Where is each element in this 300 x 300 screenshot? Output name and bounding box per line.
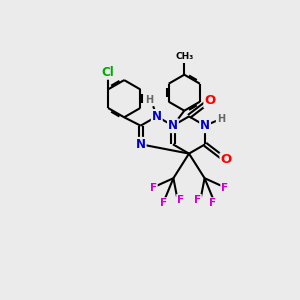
Text: O: O	[204, 94, 216, 107]
Text: F: F	[209, 198, 217, 208]
Text: Cl: Cl	[102, 66, 114, 79]
Text: N: N	[168, 119, 178, 132]
Text: F: F	[194, 195, 201, 205]
Text: F: F	[221, 183, 228, 193]
Text: F: F	[160, 198, 167, 208]
Text: N: N	[200, 119, 210, 132]
Text: H: H	[145, 95, 153, 105]
Text: O: O	[220, 153, 232, 167]
Text: N: N	[152, 110, 162, 123]
Text: F: F	[150, 183, 157, 193]
Text: F: F	[177, 195, 184, 205]
Text: CH₃: CH₃	[175, 52, 194, 61]
Text: H: H	[217, 114, 225, 124]
Text: N: N	[136, 138, 146, 151]
